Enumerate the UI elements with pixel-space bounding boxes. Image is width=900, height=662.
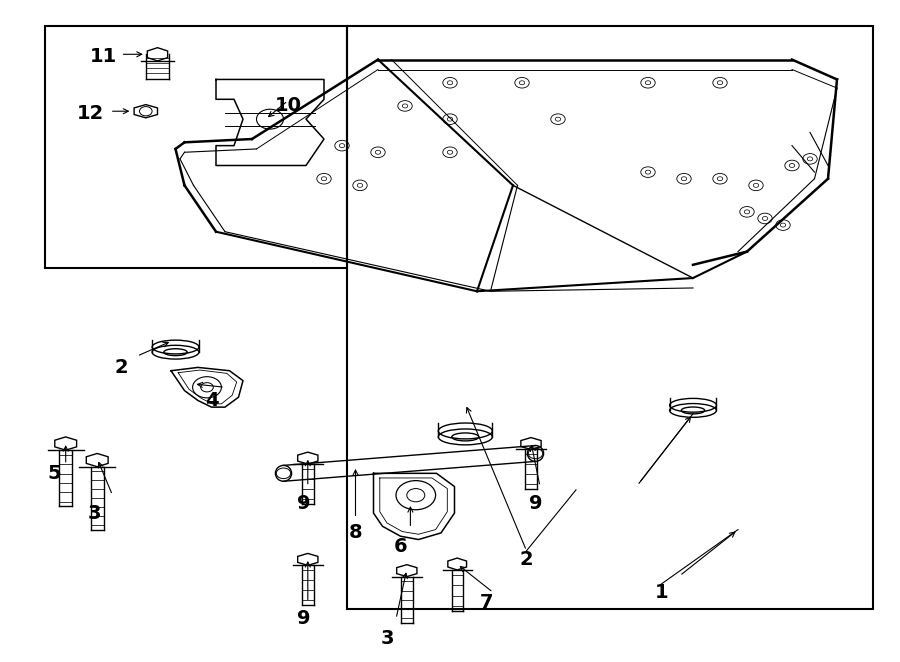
Text: 5: 5 (47, 464, 61, 483)
Bar (45, 26, 346, 268)
Text: 3: 3 (380, 630, 394, 648)
Bar (346, 26, 873, 609)
Text: 9: 9 (298, 494, 311, 512)
Text: 11: 11 (90, 47, 117, 66)
Text: 1: 1 (654, 583, 669, 602)
Text: 8: 8 (348, 524, 363, 542)
Text: 9: 9 (298, 610, 311, 628)
Text: 2: 2 (114, 358, 129, 377)
Text: 12: 12 (76, 105, 104, 123)
Text: 4: 4 (204, 391, 219, 410)
Text: 10: 10 (274, 97, 302, 115)
Text: 7: 7 (480, 593, 493, 612)
Text: 3: 3 (88, 504, 101, 522)
Text: 9: 9 (529, 494, 542, 512)
Text: 6: 6 (393, 537, 408, 555)
Text: 2: 2 (519, 550, 534, 569)
